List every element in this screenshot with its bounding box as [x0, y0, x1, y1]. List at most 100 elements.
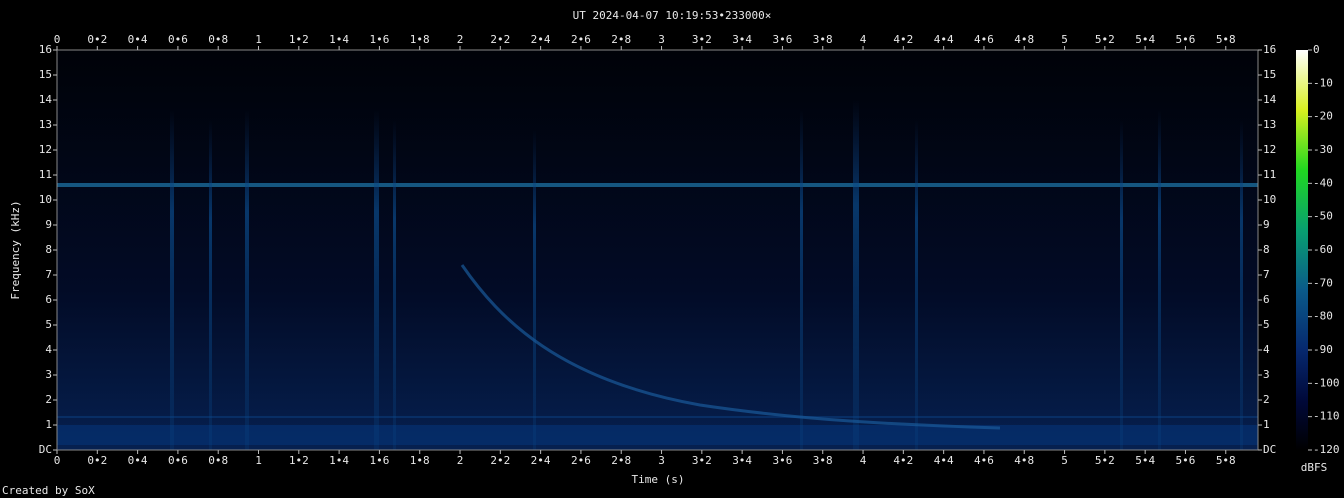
x-tick-label: 1•8	[410, 33, 430, 46]
y-tick-label: 9	[45, 218, 52, 231]
x-tick-label: 1•2	[289, 33, 309, 46]
x-tick-label: 2	[457, 454, 464, 467]
y-tick-label: DC	[39, 443, 52, 456]
x-tick-label: 4	[860, 454, 867, 467]
y-tick-label: 4	[1263, 343, 1270, 356]
y-tick-label: 11	[1263, 168, 1276, 181]
x-tick-label: 3•8	[813, 454, 833, 467]
y-tick-label: 8	[1263, 243, 1270, 256]
x-tick-label: 0•4	[128, 33, 148, 46]
x-tick-label: 4	[860, 33, 867, 46]
x-tick-label: 3•2	[692, 33, 712, 46]
x-tick-label: 1	[255, 33, 262, 46]
colorbar-tick-label: -90	[1313, 343, 1333, 356]
x-tick-label: 0•2	[87, 454, 107, 467]
x-tick-label: 5•6	[1176, 454, 1196, 467]
colorbar-tick-label: -120	[1313, 443, 1340, 456]
x-tick-label: 2•6	[571, 33, 591, 46]
x-tick-label: 1	[255, 454, 262, 467]
y-tick-label: 8	[45, 243, 52, 256]
colorbar-tick-label: 0	[1313, 43, 1320, 56]
x-tick-label: 4•4	[934, 33, 954, 46]
x-tick-label: 5•2	[1095, 454, 1115, 467]
colorbar-tick-label: -20	[1313, 110, 1333, 123]
y-tick-label: 11	[39, 168, 52, 181]
y-tick-label: 15	[39, 68, 52, 81]
colorbar-tick-label: -80	[1313, 310, 1333, 323]
x-tick-label: 5•8	[1216, 33, 1236, 46]
y-tick-label: 15	[1263, 68, 1276, 81]
y-tick-label: 5	[1263, 318, 1270, 331]
y-tick-label: 13	[1263, 118, 1276, 131]
y-tick-label: 10	[39, 193, 52, 206]
y-tick-label: 9	[1263, 218, 1270, 231]
colorbar	[1296, 50, 1308, 450]
y-tick-label: 5	[45, 318, 52, 331]
x-tick-label: 5•4	[1135, 33, 1155, 46]
x-tick-label: 3•2	[692, 454, 712, 467]
x-axis-label: Time (s)	[632, 473, 685, 486]
y-tick-label: 6	[1263, 293, 1270, 306]
x-tick-label: 4•8	[1014, 33, 1034, 46]
x-tick-label: 0•6	[168, 454, 188, 467]
y-tick-label: DC	[1263, 443, 1276, 456]
x-tick-label: 3	[658, 454, 665, 467]
y-tick-label: 12	[39, 143, 52, 156]
x-tick-label: 0	[54, 454, 61, 467]
y-tick-label: 12	[1263, 143, 1276, 156]
colorbar-tick-label: -30	[1313, 143, 1333, 156]
x-tick-label: 1•6	[369, 454, 389, 467]
y-tick-label: 14	[39, 93, 53, 106]
x-tick-label: 2•2	[490, 454, 510, 467]
x-tick-label: 2•8	[611, 33, 631, 46]
x-tick-label: 1•2	[289, 454, 309, 467]
colorbar-tick-label: -70	[1313, 276, 1333, 289]
y-tick-label: 7	[1263, 268, 1270, 281]
x-tick-label: 3	[658, 33, 665, 46]
x-tick-label: 3•4	[732, 33, 752, 46]
y-tick-label: 6	[45, 293, 52, 306]
x-tick-label: 2•4	[531, 33, 551, 46]
y-tick-label: 3	[45, 368, 52, 381]
x-tick-label: 1•4	[329, 454, 349, 467]
x-tick-label: 4•2	[893, 454, 913, 467]
x-tick-label: 5•8	[1216, 454, 1236, 467]
y-axis-label: Frequency (kHz)	[9, 200, 22, 299]
footer: Created by SoX	[2, 484, 95, 497]
y-tick-label: 2	[1263, 393, 1270, 406]
x-tick-label: 3•6	[772, 33, 792, 46]
y-tick-label: 16	[1263, 43, 1276, 56]
y-tick-label: 7	[45, 268, 52, 281]
y-tick-label: 1	[1263, 418, 1270, 431]
x-tick-label: 3•8	[813, 33, 833, 46]
x-tick-label: 5	[1061, 33, 1068, 46]
x-tick-label: 0•6	[168, 33, 188, 46]
y-tick-label: 14	[1263, 93, 1277, 106]
y-tick-label: 4	[45, 343, 52, 356]
x-tick-label: 2•6	[571, 454, 591, 467]
x-tick-label: 5	[1061, 454, 1068, 467]
x-tick-label: 1•4	[329, 33, 349, 46]
spectrogram-image	[57, 50, 1258, 450]
x-tick-label: 0•4	[128, 454, 148, 467]
x-tick-label: 2•4	[531, 454, 551, 467]
colorbar-tick-label: -100	[1313, 376, 1340, 389]
colorbar-tick-label: -50	[1313, 210, 1333, 223]
x-tick-label: 5•2	[1095, 33, 1115, 46]
y-tick-label: 13	[39, 118, 52, 131]
colorbar-tick-label: -110	[1313, 410, 1340, 423]
x-tick-label: 1•6	[369, 33, 389, 46]
x-tick-label: 5•6	[1176, 33, 1196, 46]
colorbar-tick-label: -40	[1313, 176, 1333, 189]
x-tick-label: 4•8	[1014, 454, 1034, 467]
colorbar-tick-label: -60	[1313, 243, 1333, 256]
y-tick-label: 2	[45, 393, 52, 406]
x-tick-label: 3•6	[772, 454, 792, 467]
x-tick-label: 3•4	[732, 454, 752, 467]
x-tick-label: 0	[54, 33, 61, 46]
x-tick-label: 2•2	[490, 33, 510, 46]
x-tick-label: 0•2	[87, 33, 107, 46]
chart-title: UT 2024-04-07 10:19:53•233000×	[573, 9, 772, 22]
x-tick-label: 2•8	[611, 454, 631, 467]
